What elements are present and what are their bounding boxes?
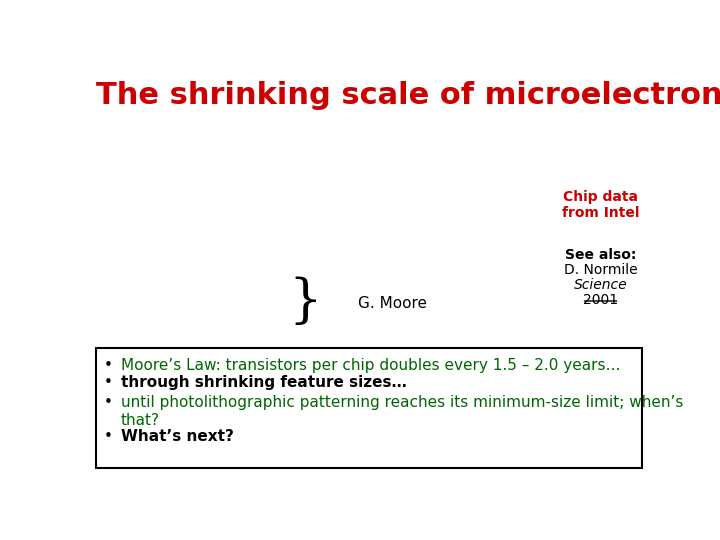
Text: Science: Science (574, 278, 627, 292)
Text: }: } (288, 276, 322, 327)
Text: The shrinking scale of microelectronics: The shrinking scale of microelectronics (96, 82, 720, 111)
Text: See also:: See also: (565, 248, 636, 262)
FancyBboxPatch shape (96, 348, 642, 468)
Text: What’s next?: What’s next? (121, 429, 233, 444)
Text: through shrinking feature sizes…: through shrinking feature sizes… (121, 375, 407, 389)
Text: 2001: 2001 (583, 293, 618, 307)
Text: •: • (104, 395, 113, 410)
Text: until photolithographic patterning reaches its minimum-size limit; when’s
that?: until photolithographic patterning reach… (121, 395, 683, 428)
Text: •: • (104, 358, 113, 373)
Text: G. Moore: G. Moore (358, 296, 427, 312)
Text: D. Normile: D. Normile (564, 263, 637, 276)
Text: •: • (104, 375, 113, 389)
Text: Chip data
from Intel: Chip data from Intel (562, 190, 639, 220)
Text: •: • (104, 429, 113, 444)
Text: Moore’s Law: transistors per chip doubles every 1.5 – 2.0 years…: Moore’s Law: transistors per chip double… (121, 358, 621, 373)
